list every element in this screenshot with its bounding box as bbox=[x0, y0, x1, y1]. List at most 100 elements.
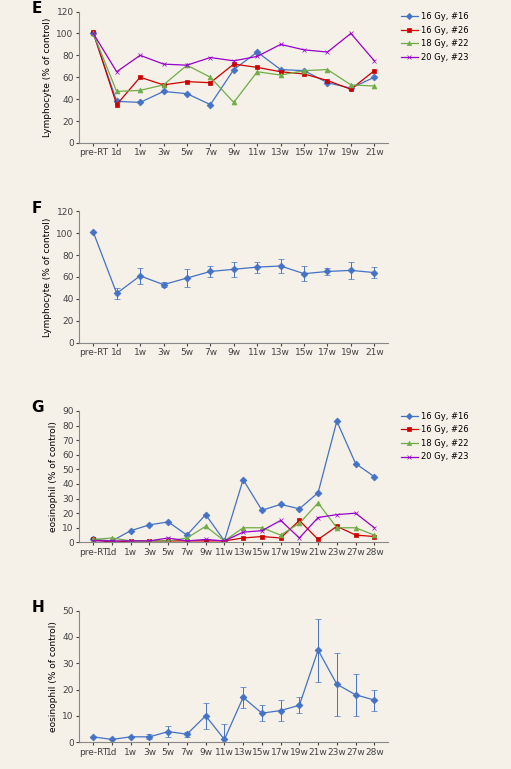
Line: 16 Gy, #26: 16 Gy, #26 bbox=[91, 30, 377, 107]
18 Gy, #22 bbox=[353, 523, 359, 532]
20 Gy, #23 bbox=[207, 53, 214, 62]
Text: G: G bbox=[31, 401, 44, 415]
20 Gy, #23 bbox=[324, 48, 331, 57]
16 Gy, #26 bbox=[160, 80, 167, 89]
18 Gy, #22 bbox=[301, 66, 307, 75]
16 Gy, #26 bbox=[184, 536, 190, 545]
20 Gy, #23 bbox=[277, 40, 284, 49]
Legend: 16 Gy, #16, 16 Gy, #26, 18 Gy, #22, 20 Gy, #23: 16 Gy, #16, 16 Gy, #26, 18 Gy, #22, 20 G… bbox=[398, 408, 472, 464]
20 Gy, #23 bbox=[301, 45, 307, 55]
18 Gy, #22 bbox=[324, 65, 331, 74]
16 Gy, #16 bbox=[324, 78, 331, 88]
16 Gy, #26 bbox=[353, 531, 359, 540]
16 Gy, #26 bbox=[109, 538, 115, 547]
18 Gy, #22 bbox=[277, 71, 284, 80]
18 Gy, #22 bbox=[348, 80, 354, 89]
16 Gy, #16 bbox=[160, 87, 167, 96]
16 Gy, #26 bbox=[240, 534, 246, 543]
16 Gy, #26 bbox=[207, 78, 214, 88]
18 Gy, #22 bbox=[147, 536, 153, 545]
Line: 18 Gy, #22: 18 Gy, #22 bbox=[91, 31, 377, 105]
16 Gy, #26 bbox=[221, 536, 227, 545]
16 Gy, #16 bbox=[165, 518, 171, 527]
18 Gy, #22 bbox=[165, 536, 171, 545]
20 Gy, #23 bbox=[160, 59, 167, 68]
20 Gy, #23 bbox=[254, 52, 260, 61]
18 Gy, #22 bbox=[231, 98, 237, 107]
18 Gy, #22 bbox=[109, 534, 115, 543]
Line: 16 Gy, #16: 16 Gy, #16 bbox=[91, 31, 377, 107]
20 Gy, #23 bbox=[371, 523, 378, 532]
18 Gy, #22 bbox=[113, 87, 120, 96]
16 Gy, #26 bbox=[147, 536, 153, 545]
20 Gy, #23 bbox=[165, 534, 171, 543]
Line: 20 Gy, #23: 20 Gy, #23 bbox=[91, 31, 377, 74]
16 Gy, #16 bbox=[371, 472, 378, 481]
16 Gy, #26 bbox=[128, 536, 134, 545]
16 Gy, #26 bbox=[90, 534, 97, 544]
16 Gy, #16 bbox=[296, 504, 303, 514]
16 Gy, #16 bbox=[184, 89, 190, 98]
16 Gy, #16 bbox=[90, 534, 97, 544]
16 Gy, #26 bbox=[324, 76, 331, 85]
18 Gy, #22 bbox=[207, 72, 214, 82]
18 Gy, #22 bbox=[221, 536, 227, 545]
16 Gy, #16 bbox=[137, 98, 143, 107]
18 Gy, #22 bbox=[240, 523, 246, 532]
16 Gy, #26 bbox=[296, 516, 303, 525]
Line: 16 Gy, #16: 16 Gy, #16 bbox=[91, 419, 377, 544]
18 Gy, #22 bbox=[137, 86, 143, 95]
20 Gy, #23 bbox=[90, 28, 97, 38]
18 Gy, #22 bbox=[277, 531, 284, 540]
16 Gy, #16 bbox=[277, 500, 284, 509]
20 Gy, #23 bbox=[240, 528, 246, 537]
18 Gy, #22 bbox=[90, 28, 97, 38]
20 Gy, #23 bbox=[296, 534, 303, 543]
Line: 20 Gy, #23: 20 Gy, #23 bbox=[91, 511, 377, 544]
20 Gy, #23 bbox=[184, 61, 190, 70]
20 Gy, #23 bbox=[371, 56, 378, 65]
18 Gy, #22 bbox=[259, 523, 265, 532]
16 Gy, #26 bbox=[301, 69, 307, 78]
20 Gy, #23 bbox=[259, 526, 265, 535]
Line: 18 Gy, #22: 18 Gy, #22 bbox=[91, 501, 377, 544]
20 Gy, #23 bbox=[128, 536, 134, 545]
20 Gy, #23 bbox=[137, 51, 143, 60]
20 Gy, #23 bbox=[109, 536, 115, 545]
18 Gy, #22 bbox=[184, 534, 190, 543]
16 Gy, #26 bbox=[203, 536, 209, 545]
Y-axis label: eosinophil (% of control): eosinophil (% of control) bbox=[49, 621, 58, 732]
Y-axis label: eosinophil (% of control): eosinophil (% of control) bbox=[49, 421, 58, 532]
16 Gy, #16 bbox=[109, 536, 115, 545]
Y-axis label: Lymphocyte (% of control): Lymphocyte (% of control) bbox=[43, 18, 52, 137]
16 Gy, #16 bbox=[254, 48, 260, 57]
20 Gy, #23 bbox=[353, 508, 359, 518]
18 Gy, #22 bbox=[90, 534, 97, 544]
20 Gy, #23 bbox=[315, 513, 321, 522]
16 Gy, #16 bbox=[240, 475, 246, 484]
16 Gy, #26 bbox=[231, 59, 237, 68]
Text: H: H bbox=[31, 600, 44, 615]
Legend: 16 Gy, #16, 16 Gy, #26, 18 Gy, #22, 20 Gy, #23: 16 Gy, #16, 16 Gy, #26, 18 Gy, #22, 20 G… bbox=[398, 9, 472, 65]
20 Gy, #23 bbox=[277, 516, 284, 525]
18 Gy, #22 bbox=[371, 82, 378, 91]
16 Gy, #26 bbox=[277, 67, 284, 76]
16 Gy, #26 bbox=[184, 77, 190, 86]
16 Gy, #16 bbox=[259, 506, 265, 515]
16 Gy, #16 bbox=[315, 488, 321, 498]
18 Gy, #22 bbox=[315, 498, 321, 508]
20 Gy, #23 bbox=[203, 534, 209, 544]
Line: 16 Gy, #26: 16 Gy, #26 bbox=[91, 518, 377, 544]
16 Gy, #16 bbox=[231, 65, 237, 74]
16 Gy, #16 bbox=[221, 536, 227, 545]
20 Gy, #23 bbox=[348, 28, 354, 38]
Y-axis label: Lymphocyte (% of control): Lymphocyte (% of control) bbox=[43, 218, 52, 337]
16 Gy, #26 bbox=[371, 532, 378, 541]
18 Gy, #22 bbox=[184, 61, 190, 70]
16 Gy, #26 bbox=[165, 536, 171, 545]
16 Gy, #16 bbox=[334, 417, 340, 426]
18 Gy, #22 bbox=[254, 67, 260, 76]
16 Gy, #16 bbox=[128, 526, 134, 535]
16 Gy, #26 bbox=[277, 534, 284, 543]
16 Gy, #26 bbox=[348, 85, 354, 94]
